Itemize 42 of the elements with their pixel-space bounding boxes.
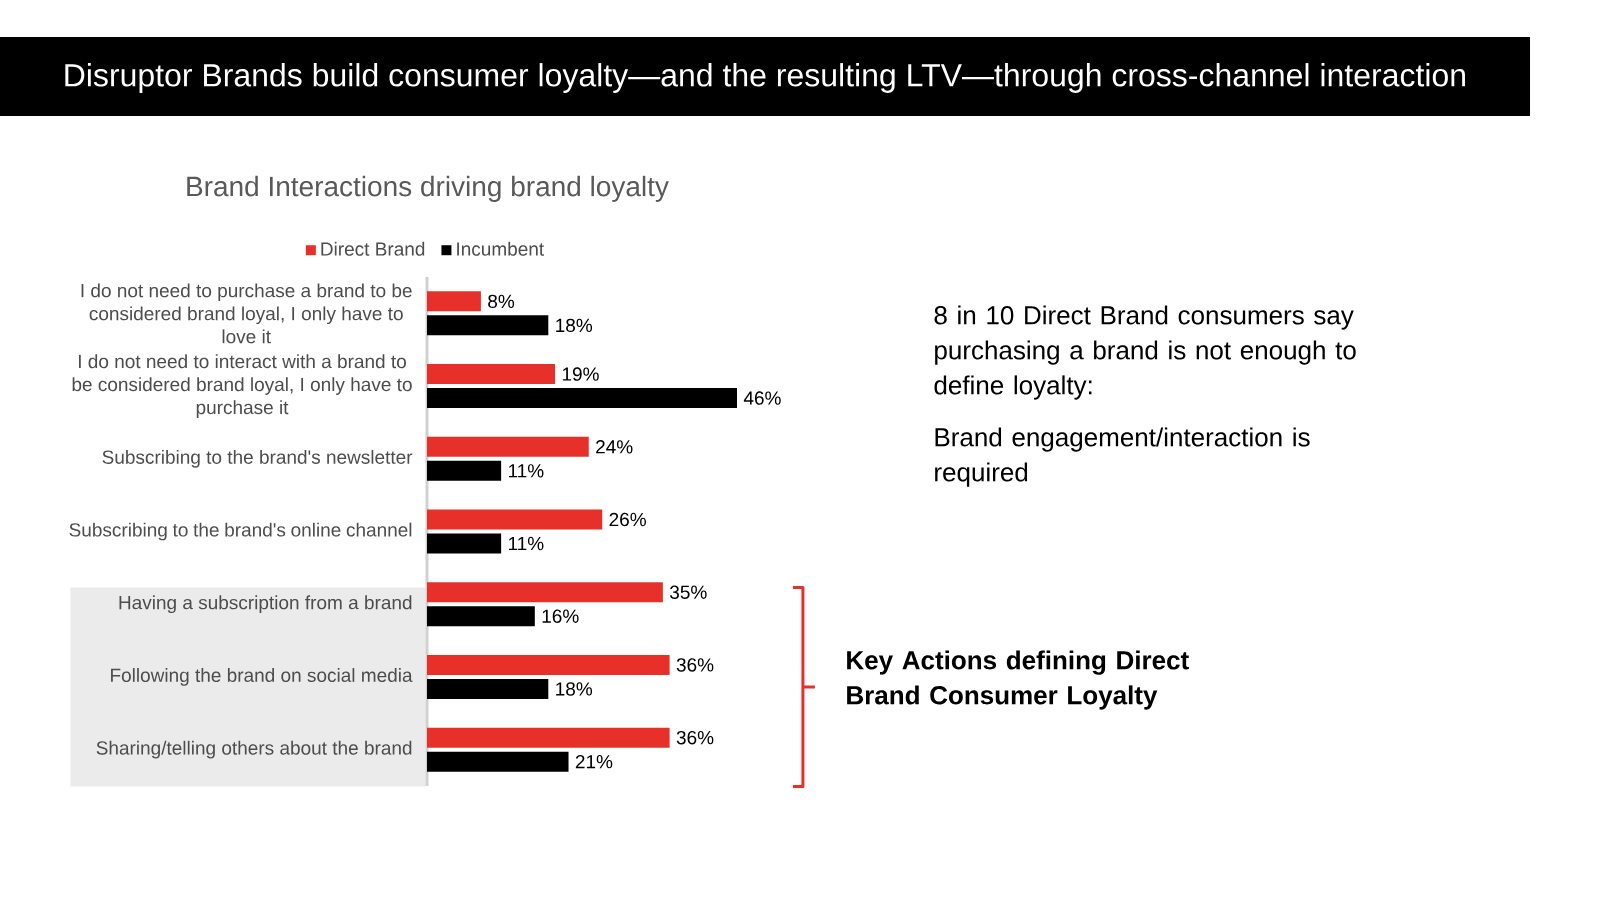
data-label: 11% (508, 536, 544, 551)
y-tick-label: I do not need to interact with a brand to be considered brand loyal, I only have to purchase it (72, 354, 412, 418)
bar (427, 291, 481, 312)
data-label: 21% (575, 754, 613, 769)
y-tick-label: Subscribing to the brand's online channel (69, 522, 412, 541)
data-label: 26% (609, 512, 646, 527)
bar (427, 509, 603, 530)
bar (427, 678, 549, 699)
bar (427, 533, 502, 554)
chart-subtitle: Brand Interactions driving brand loyalty (187, 175, 669, 202)
bar (427, 606, 535, 627)
data-label: 36% (676, 730, 714, 745)
data-label: 46% (743, 391, 781, 405)
data-label: 8% (488, 294, 515, 309)
data-label: 35% (670, 585, 707, 599)
y-tick-label: Following the brand on social media (111, 668, 413, 686)
data-label: 24% (596, 440, 633, 454)
bar (427, 315, 549, 336)
bar (427, 460, 502, 481)
bar (427, 582, 663, 603)
text: Key Actions defining Direct Brand Consumer Loyalty (847, 650, 1189, 710)
y-tick-label: I do not need to purchase a brand to be considered brand loyal, I only have to love it (81, 283, 412, 344)
bar (427, 436, 589, 457)
bar (427, 654, 670, 675)
legend-label: Direct Brand (321, 241, 425, 256)
data-label: 11% (508, 464, 544, 478)
data-label: 36% (676, 658, 714, 672)
text: 8 in 10 Direct Brand consumers say purchasing a brand is not enough to define loyalty: (934, 305, 1356, 400)
y-tick-label: Having a subscription from a brand (119, 595, 412, 614)
bar (427, 364, 556, 385)
chart-title: Disruptor Brands build consumer loyalty—and the resulting LTV—through cross-channel interaction (65, 63, 1465, 93)
text: Brand engagement/interaction is required (935, 427, 1310, 487)
bar (427, 751, 569, 772)
bar (427, 388, 738, 409)
y-tick-label: Sharing/telling others about the brand (96, 740, 412, 759)
data-label: 18% (556, 682, 593, 696)
data-label: 18% (556, 318, 593, 333)
legend-label: Incumbent (457, 241, 545, 256)
data-label: 19% (562, 367, 599, 381)
data-label: 16% (542, 609, 579, 623)
y-tick-label: Subscribing to the brand's newsletter (102, 449, 413, 468)
bar (427, 727, 670, 748)
